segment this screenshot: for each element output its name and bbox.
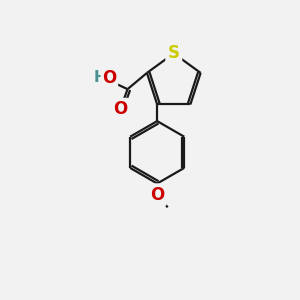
Text: O: O xyxy=(113,100,127,118)
Text: H: H xyxy=(94,70,107,85)
Text: O: O xyxy=(150,186,164,204)
Text: S: S xyxy=(168,44,180,62)
Text: O: O xyxy=(102,69,116,87)
